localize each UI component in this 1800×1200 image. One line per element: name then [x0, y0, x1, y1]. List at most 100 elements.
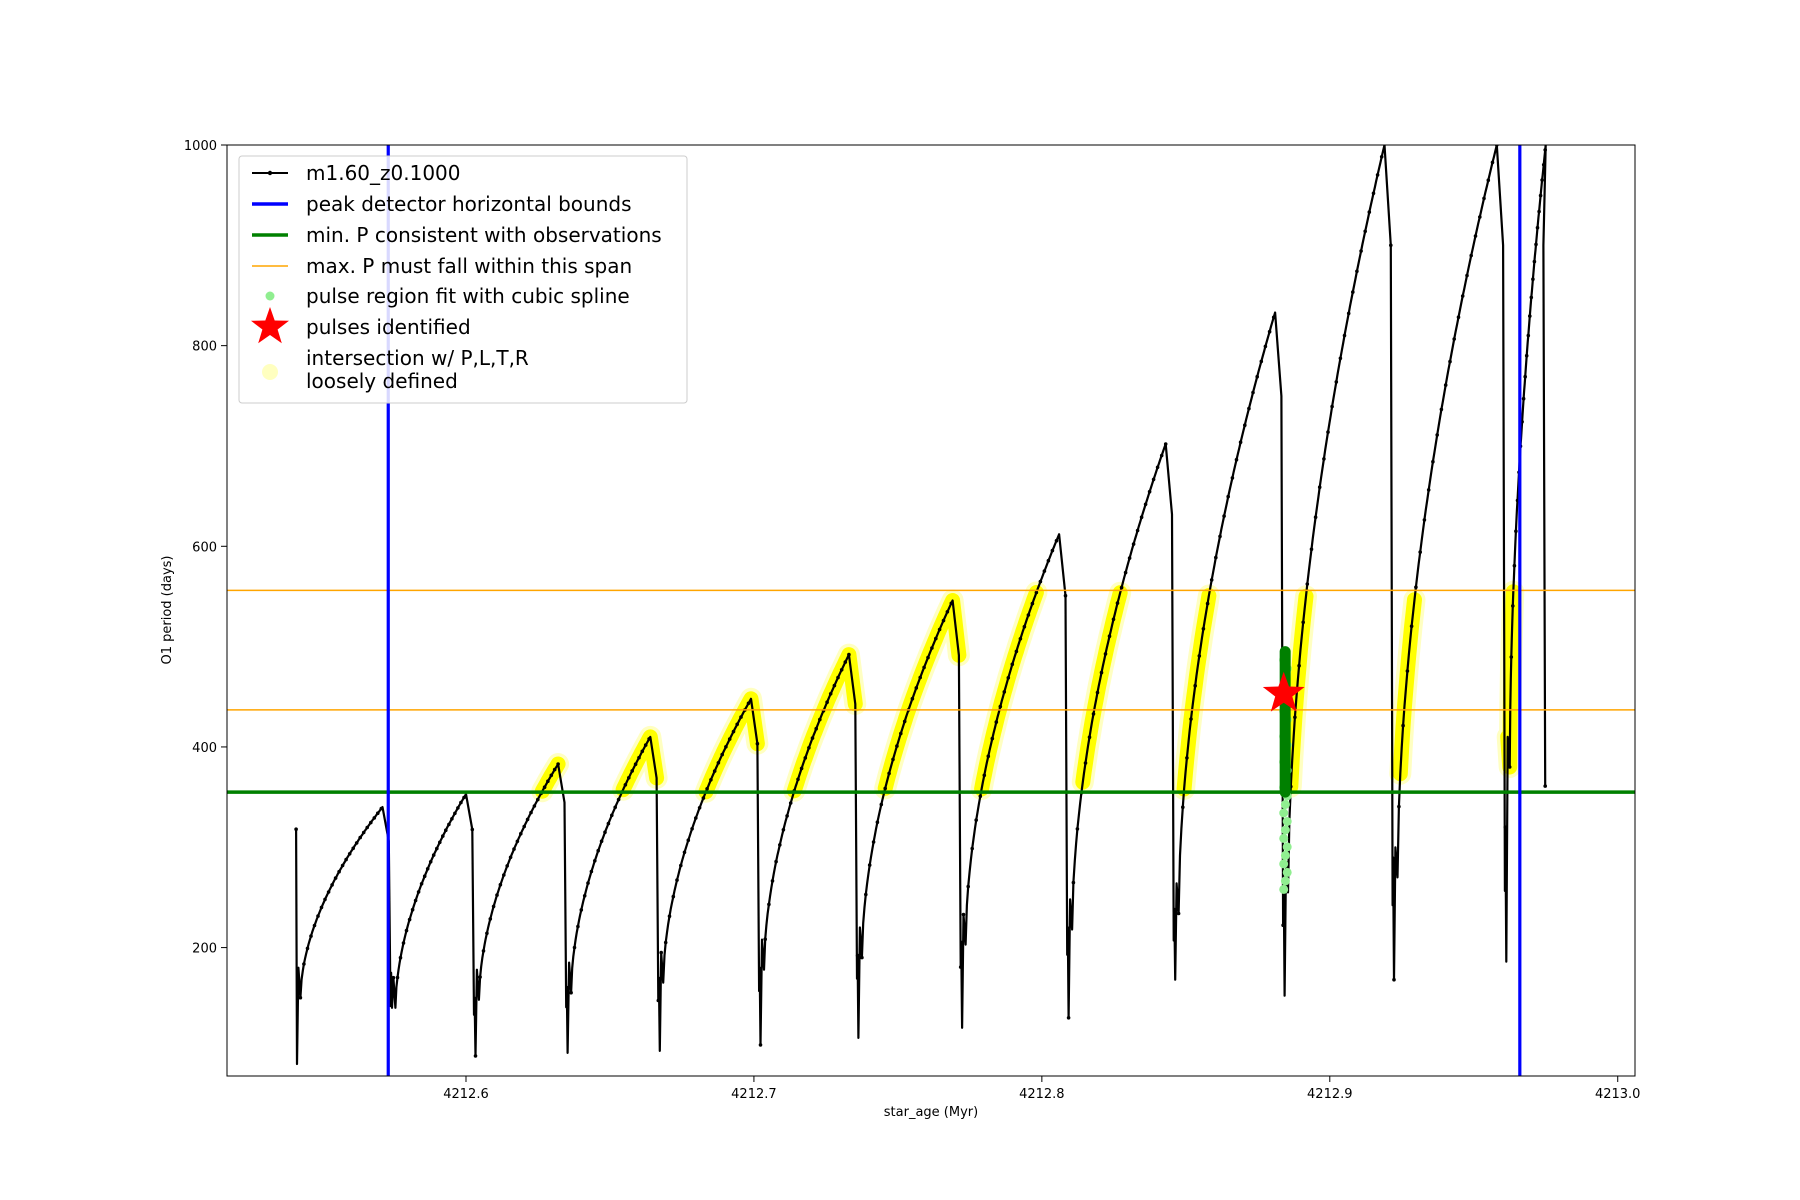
- model-point: [462, 795, 466, 800]
- model-point: [879, 802, 884, 807]
- model-point: [351, 846, 356, 851]
- model-point: [974, 818, 978, 822]
- model-point: [1193, 683, 1197, 688]
- model-point: [441, 834, 445, 838]
- model-point: [579, 908, 584, 912]
- model-point: [961, 912, 966, 917]
- model-point: [556, 762, 560, 766]
- model-point: [1330, 404, 1334, 409]
- model-point: [1507, 765, 1512, 769]
- model-point: [404, 928, 409, 933]
- x-tick-label: 4213.0: [1595, 1087, 1641, 1102]
- model-point: [679, 863, 683, 868]
- model-point: [690, 827, 694, 831]
- model-point: [395, 975, 400, 980]
- model-point: [340, 863, 345, 868]
- model-point: [502, 873, 506, 877]
- x-tick-label: 4212.7: [731, 1087, 777, 1102]
- model-point: [488, 917, 493, 921]
- model-point: [902, 719, 907, 724]
- x-tick-label: 4212.6: [443, 1087, 489, 1102]
- model-point: [945, 610, 950, 614]
- model-point: [875, 820, 880, 824]
- model-point: [1482, 196, 1486, 201]
- model-point: [616, 797, 621, 802]
- model-point: [926, 655, 930, 660]
- model-point: [333, 876, 338, 880]
- model-point: [1083, 761, 1088, 765]
- model-point: [610, 813, 614, 818]
- model-point: [1375, 173, 1380, 177]
- legend-model-label: m1.60_z0.1000: [306, 161, 461, 185]
- model-point: [1038, 579, 1043, 584]
- y-tick-label: 1000: [184, 139, 217, 154]
- x-axis-label: star_age (Myr): [884, 1105, 978, 1120]
- model-point: [478, 975, 482, 979]
- model-point: [855, 953, 860, 958]
- model-point: [401, 941, 406, 945]
- legend-maxp-label: max. P must fall within this span: [306, 254, 632, 278]
- model-point: [667, 914, 672, 918]
- model-point: [1540, 178, 1544, 182]
- model-point: [1355, 269, 1359, 274]
- model-point: [887, 771, 891, 776]
- model-point: [814, 726, 818, 731]
- model-point: [1095, 690, 1100, 695]
- model-point: [1030, 601, 1035, 606]
- model-point: [1346, 311, 1351, 316]
- model-point: [1135, 528, 1140, 533]
- model-point: [1139, 515, 1144, 519]
- y-tick-label: 400: [192, 741, 217, 756]
- spline-point: [1280, 825, 1290, 835]
- model-point: [1172, 907, 1177, 912]
- model-point: [519, 831, 523, 836]
- model-point: [512, 847, 516, 851]
- model-point: [1363, 229, 1367, 234]
- model-point: [1537, 209, 1541, 214]
- model-point: [1435, 433, 1439, 437]
- spline-point: [1279, 808, 1289, 818]
- model-point: [1367, 210, 1372, 214]
- model-point: [755, 741, 760, 746]
- model-point: [1359, 249, 1363, 253]
- model-point: [354, 841, 359, 845]
- model-point: [697, 806, 702, 810]
- model-point: [1529, 295, 1534, 300]
- model-point: [565, 985, 569, 990]
- model-point: [1469, 253, 1473, 258]
- model-point: [1334, 380, 1339, 384]
- model-point: [330, 883, 334, 887]
- model-point: [599, 839, 604, 843]
- model-point: [1226, 494, 1230, 499]
- model-point: [1543, 148, 1547, 152]
- model-point: [803, 756, 808, 760]
- model-point: [1271, 315, 1276, 320]
- model-point: [899, 731, 903, 736]
- model-point: [1514, 529, 1518, 533]
- model-point: [347, 852, 352, 856]
- model-point: [1543, 784, 1547, 788]
- model-point: [1115, 601, 1120, 605]
- spline-point: [1279, 884, 1289, 894]
- model-point: [949, 601, 954, 606]
- model-point: [1119, 585, 1124, 590]
- model-point: [828, 692, 833, 696]
- model-point: [843, 660, 848, 664]
- model-point: [785, 814, 789, 818]
- model-point: [522, 824, 526, 829]
- model-point: [603, 830, 607, 834]
- model-point: [1103, 652, 1108, 656]
- model-point: [986, 754, 991, 758]
- model-point: [398, 955, 403, 960]
- model-point: [763, 937, 767, 941]
- model-point: [978, 794, 983, 799]
- model-point: [934, 636, 938, 641]
- model-point: [1259, 359, 1264, 364]
- model-point: [1486, 178, 1491, 182]
- model-point: [1222, 514, 1226, 518]
- model-point: [549, 773, 554, 778]
- model-point: [958, 965, 963, 969]
- model-point: [1431, 459, 1435, 464]
